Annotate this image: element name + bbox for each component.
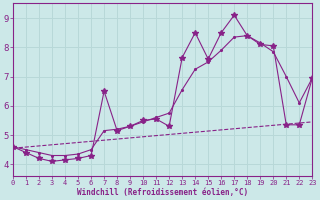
X-axis label: Windchill (Refroidissement éolien,°C): Windchill (Refroidissement éolien,°C) <box>77 188 248 197</box>
